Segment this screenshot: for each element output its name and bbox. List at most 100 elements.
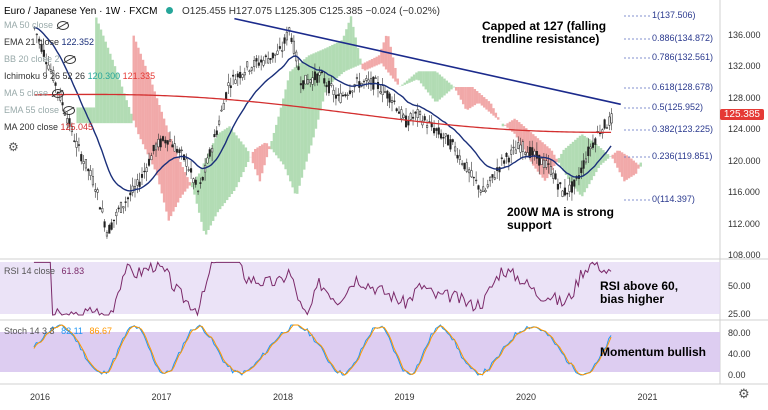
ichimoku-cloud-segment: [396, 78, 399, 85]
settings-gear-icon[interactable]: ⚙: [8, 140, 19, 154]
indicator-legend-item[interactable]: MA 5 close: [4, 88, 65, 99]
ichimoku-cloud-segment: [153, 91, 156, 170]
candle-body: [133, 186, 137, 190]
candle-body: [168, 139, 172, 142]
candle-body: [545, 160, 548, 168]
ichimoku-cloud-segment: [221, 130, 224, 207]
indicator-legend-item[interactable]: EMA 21 close 122.352: [4, 37, 94, 48]
candle-body: [505, 153, 508, 157]
indicator-legend-item[interactable]: EMA 55 close: [4, 105, 76, 116]
ichimoku-cloud-segment: [83, 107, 86, 124]
candle-body: [281, 49, 284, 52]
ichimoku-cloud-segment: [527, 130, 530, 158]
indicator-legend-item[interactable]: Ichimoku 9 26 52 26 120.300 121.335: [4, 71, 155, 82]
candle-body: [482, 186, 485, 192]
candle-body: [390, 100, 394, 104]
candle-body: [330, 83, 333, 86]
candle-body: [267, 58, 270, 64]
candle-body: [533, 150, 536, 156]
stoch-legend: Stoch 14 3 3 82.11 86.67: [4, 326, 112, 337]
ichimoku-cloud-segment: [195, 176, 199, 204]
ichimoku-cloud-segment: [532, 134, 535, 166]
indicator-legend-item[interactable]: MA 200 close 125.045: [4, 122, 93, 133]
candle-body: [383, 91, 387, 93]
ichimoku-cloud-segment: [464, 87, 467, 109]
ichimoku-cloud-segment: [475, 91, 479, 104]
ichimoku-cloud-segment: [380, 48, 383, 64]
ichimoku-cloud-segment: [548, 148, 551, 175]
indicator-legend-item[interactable]: BB 20 close 2: [4, 54, 76, 65]
ichimoku-cloud-segment: [270, 141, 273, 150]
ichimoku-cloud-segment: [623, 153, 626, 182]
candle-body: [582, 160, 585, 169]
candle-body: [461, 163, 464, 165]
ichimoku-cloud-segment: [272, 132, 276, 153]
ichimoku-cloud-segment: [520, 124, 523, 146]
ichimoku-cloud-segment: [254, 148, 257, 170]
hidden-eye-icon[interactable]: [57, 21, 70, 31]
stoch-k-value: 82.11: [61, 326, 83, 336]
candle-body: [346, 94, 349, 96]
fib-label: 0.786(132.561): [652, 52, 714, 62]
candle-body: [603, 119, 606, 129]
candle-body: [108, 224, 111, 234]
ichimoku-cloud-segment: [529, 132, 533, 162]
candle-body: [334, 94, 337, 99]
ichimoku-cloud-segment: [412, 74, 416, 81]
candle-body: [192, 178, 195, 183]
candle-body: [397, 111, 401, 114]
ichimoku-cloud-segment: [347, 22, 350, 70]
candle-body: [161, 136, 165, 141]
ichimoku-cloud-segment: [417, 71, 420, 81]
time-axis-tick: 2020: [516, 392, 537, 402]
indicator-legend-item[interactable]: MA 50 close: [4, 20, 70, 31]
candle-body: [594, 138, 597, 145]
ichimoku-cloud-segment: [141, 59, 145, 145]
ichimoku-cloud-segment: [218, 132, 222, 210]
ichimoku-cloud-segment: [419, 71, 423, 84]
candle-body: [369, 78, 373, 85]
hidden-eye-icon[interactable]: [63, 55, 76, 65]
ichimoku-cloud-segment: [382, 42, 385, 67]
candle-body: [40, 43, 43, 52]
ichimoku-cloud-segment: [634, 162, 638, 174]
ichimoku-cloud-segment: [452, 86, 456, 88]
candle-body: [222, 102, 225, 110]
candle-body: [96, 189, 99, 193]
ichimoku-cloud-segment: [468, 87, 472, 109]
hidden-eye-icon[interactable]: [63, 106, 76, 116]
ichimoku-cloud-segment: [186, 177, 189, 189]
ichimoku-cloud-segment: [405, 80, 409, 84]
candle-body: [570, 181, 573, 193]
candle-body: [484, 189, 487, 192]
ichimoku-cloud-segment: [211, 143, 215, 221]
candle-body: [584, 158, 587, 163]
ichimoku-cloud-segment: [263, 142, 266, 166]
price-axis-tick: 132.000: [728, 61, 761, 72]
fib-label: 0.236(119.851): [652, 151, 713, 161]
candle-body: [89, 170, 92, 176]
candle-body: [454, 146, 457, 152]
candle-body: [320, 71, 323, 73]
candle-body: [472, 176, 475, 179]
ichimoku-cloud-segment: [130, 113, 133, 124]
candle-body: [257, 62, 260, 66]
ichimoku-cloud-segment: [494, 112, 498, 118]
ichimoku-cloud-segment: [454, 87, 458, 91]
candle-body: [388, 93, 391, 103]
hidden-eye-icon[interactable]: [52, 89, 65, 99]
ichimoku-cloud-segment: [282, 98, 285, 165]
candle-body: [419, 111, 422, 115]
candle-body: [66, 118, 69, 124]
ichimoku-cloud-segment: [307, 55, 311, 154]
candle-body: [82, 161, 85, 164]
ichimoku-cloud-segment: [581, 134, 584, 197]
ichimoku-cloud-segment: [146, 71, 149, 155]
time-axis-tick: 2019: [394, 392, 415, 402]
candle-body: [376, 82, 380, 89]
candle-body: [213, 134, 216, 138]
ichimoku-cloud-segment: [223, 129, 227, 204]
candle-body: [236, 73, 239, 78]
gear-icon[interactable]: ⚙: [738, 386, 750, 401]
